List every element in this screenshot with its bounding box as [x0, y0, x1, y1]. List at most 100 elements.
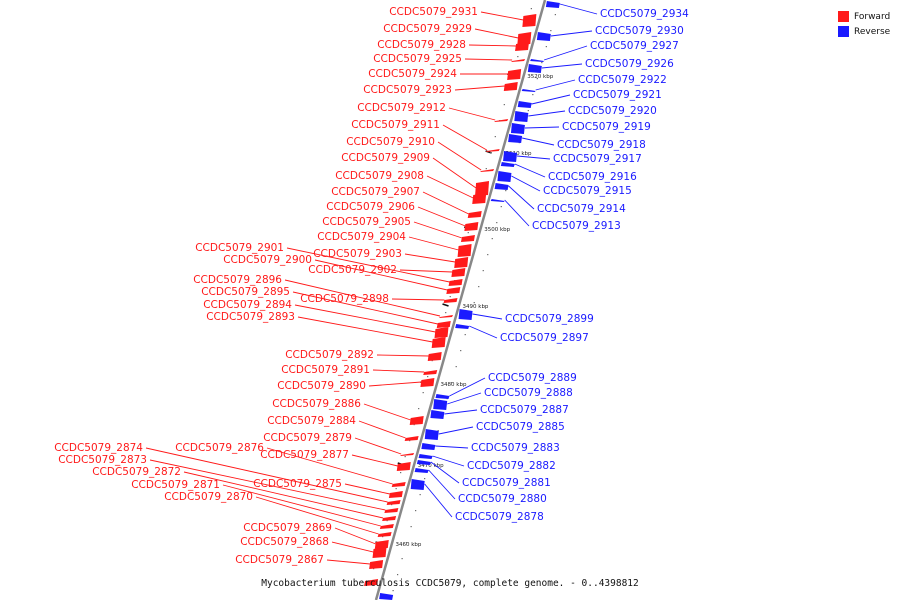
grid-dot: [401, 558, 403, 560]
forward-gene-label: CCDC5079_2890: [277, 380, 366, 392]
grid-dot: [451, 382, 453, 384]
grid-dot: [395, 488, 397, 490]
reverse-gene-label: CCDC5079_2888: [484, 387, 573, 399]
reverse-leader-line: [438, 426, 474, 435]
reverse-gene-label: CCDC5079_2914: [537, 203, 626, 215]
forward-gene: [404, 436, 419, 441]
forward-gene: [438, 315, 453, 318]
forward-gene: [448, 279, 463, 286]
forward-gene-label: CCDC5079_2891: [281, 364, 370, 376]
reverse-gene: [430, 410, 445, 419]
forward-gene-label: CCDC5079_2870: [164, 491, 253, 503]
reverse-gene: [514, 111, 529, 122]
forward-gene-label: CCDC5079_2873: [58, 454, 147, 466]
forward-gene-label: CCDC5079_2875: [253, 478, 342, 490]
grid-dot: [478, 286, 480, 288]
forward-gene: [427, 352, 442, 361]
forward-gene: [494, 119, 509, 122]
forward-gene-label: CCDC5079_2895: [201, 286, 290, 298]
reverse-gene-label: CCDC5079_2920: [568, 105, 657, 117]
grid-dot: [532, 94, 534, 96]
reverse-gene: [379, 593, 394, 600]
forward-leader-line: [284, 279, 441, 317]
forward-leader-line: [422, 191, 469, 215]
forward-leader-line: [326, 559, 371, 565]
forward-gene: [480, 169, 495, 172]
forward-gene: [434, 327, 449, 338]
forward-gene: [522, 14, 537, 27]
forward-gene: [372, 547, 387, 558]
reverse-leader-line: [535, 79, 576, 91]
reverse-leader-line: [517, 155, 551, 160]
forward-gene: [515, 42, 530, 51]
forward-leader-line: [464, 58, 513, 61]
forward-gene-label: CCDC5079_2901: [195, 242, 284, 254]
forward-gene-label: CCDC5079_2905: [322, 216, 411, 228]
forward-leader-line: [149, 459, 386, 511]
forward-gene: [460, 235, 475, 242]
forward-gene: [517, 32, 532, 45]
grid-dot: [490, 152, 492, 154]
reverse-gene: [536, 32, 551, 41]
grid-dot: [464, 334, 466, 336]
forward-leader-line: [314, 259, 448, 291]
forward-leader-line: [417, 206, 466, 227]
grid-dot: [406, 542, 408, 544]
reverse-gene: [424, 429, 439, 440]
reverse-gene-label: CCDC5079_2917: [553, 153, 642, 165]
reverse-gene-label: CCDC5079_2927: [590, 40, 679, 52]
reverse-leader-line: [528, 110, 566, 117]
reverse-gene: [433, 399, 448, 410]
tick-label: 3520 kbp: [527, 74, 553, 80]
reverse-gene: [508, 134, 523, 143]
forward-leader-line: [292, 291, 438, 325]
grid-dot: [541, 62, 543, 64]
reverse-gene: [510, 123, 525, 134]
forward-leader-line: [297, 316, 433, 343]
legend: Forward Reverse: [838, 9, 890, 39]
forward-gene: [384, 508, 399, 513]
forward-gene-label: CCDC5079_2907: [331, 186, 420, 198]
reverse-leader-line: [449, 377, 486, 397]
forward-gene-label: CCDC5079_2894: [203, 299, 292, 311]
grid-dot: [419, 494, 421, 496]
forward-leader-line: [391, 298, 445, 301]
grid-dot: [554, 14, 556, 16]
forward-leader-line: [331, 541, 374, 553]
forward-gene: [451, 268, 466, 277]
reverse-leader-line: [531, 94, 571, 105]
forward-leader-line: [363, 403, 411, 421]
reverse-gene-label: CCDC5079_2881: [462, 477, 551, 489]
forward-gene: [386, 500, 401, 505]
reverse-gene-label: CCDC5079_2889: [488, 372, 577, 384]
reverse-leader-line: [522, 137, 555, 146]
forward-gene: [511, 59, 526, 62]
reverse-label: Reverse: [854, 26, 891, 37]
forward-gene-label: CCDC5079_2874: [54, 442, 143, 454]
forward-gene: [400, 453, 415, 456]
forward-gene: [420, 378, 435, 387]
reverse-gene: [458, 309, 473, 320]
reverse-gene: [503, 151, 518, 162]
forward-gene-label: CCDC5079_2928: [377, 39, 466, 51]
forward-gene-label: CCDC5079_2906: [326, 201, 415, 213]
reverse-leader-line: [508, 185, 535, 210]
forward-leader-line: [354, 437, 402, 455]
grid-dot: [424, 478, 426, 480]
reverse-gene: [421, 443, 436, 450]
forward-label: Forward: [854, 11, 891, 22]
grid-dot: [517, 56, 519, 58]
legend-reverse: Reverse: [838, 24, 890, 39]
forward-gene-label: CCDC5079_2908: [335, 170, 424, 182]
forward-gene: [457, 244, 472, 257]
forward-leader-line: [266, 447, 393, 485]
reverse-gene-label: CCDC5079_2878: [455, 511, 544, 523]
reverse-gene-label: CCDC5079_2919: [562, 121, 651, 133]
forward-leader-line: [372, 369, 425, 373]
forward-gene-label: CCDC5079_2892: [285, 349, 374, 361]
grid-dot: [496, 222, 498, 224]
reverse-leader-line: [511, 175, 541, 192]
forward-swatch: [838, 11, 849, 22]
forward-leader-line: [294, 304, 436, 333]
forward-gene-label: CCDC5079_2896: [193, 274, 282, 286]
